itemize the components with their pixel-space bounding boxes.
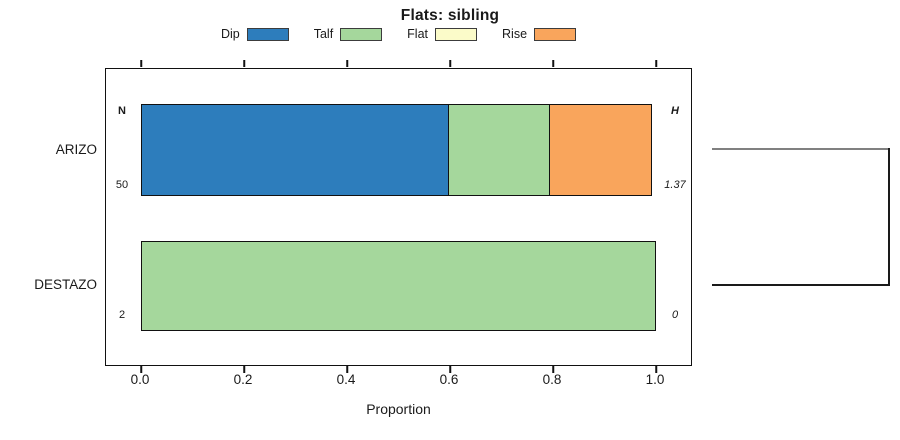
dendrogram-branch-vertical — [888, 148, 890, 286]
x-tick-label: 0.2 — [233, 372, 253, 387]
legend-swatch — [246, 27, 289, 41]
legend-label: Flat — [407, 27, 429, 41]
chart-legend: Dip Talf Flat Rise — [105, 25, 692, 43]
chart-title: Flats: sibling — [400, 7, 500, 24]
dendrogram-branch-bottom — [712, 284, 890, 286]
h-value-arizo: 1.37 — [664, 179, 686, 191]
bar-arizo — [141, 104, 656, 196]
legend-item-rise: Rise — [502, 27, 577, 41]
axis-tick — [243, 60, 245, 67]
axis-tick — [552, 60, 554, 67]
axis-tick — [140, 60, 142, 67]
legend-swatch — [435, 27, 478, 41]
legend-swatch — [534, 27, 577, 41]
n-column-header: N — [118, 105, 126, 117]
segment-talf — [448, 104, 552, 196]
h-value-destazo: 0 — [671, 309, 679, 321]
h-column-header: H — [671, 105, 679, 117]
legend-item-talf: Talf — [313, 27, 383, 41]
axis-tick — [655, 60, 657, 67]
segment-talf — [141, 241, 656, 331]
n-value-arizo: 50 — [115, 179, 129, 191]
legend-item-dip: Dip — [221, 27, 289, 41]
axis-tick — [243, 366, 245, 373]
category-label-arizo: ARIZO — [55, 142, 97, 157]
x-tick-label: 0.8 — [542, 372, 562, 387]
legend-item-flat: Flat — [407, 27, 478, 41]
legend-label: Rise — [502, 27, 528, 41]
segment-dip — [141, 104, 450, 196]
axis-tick — [346, 60, 348, 67]
x-tick-label: 0.0 — [130, 372, 150, 387]
plot-area: N 50 2 H 1.37 0 — [105, 60, 692, 373]
axis-tick — [552, 366, 554, 373]
axis-tick — [655, 366, 657, 373]
legend-swatch — [340, 27, 383, 41]
x-tick-label: 1.0 — [645, 372, 665, 387]
n-value-destazo: 2 — [118, 309, 126, 321]
category-label-destazo: DESTAZO — [34, 277, 97, 292]
legend-label: Dip — [220, 27, 240, 41]
bar-track — [140, 60, 657, 373]
x-tick-label: 0.4 — [336, 372, 356, 387]
axis-tick — [346, 366, 348, 373]
x-axis-title: Proportion — [366, 401, 431, 417]
dendrogram-branch-top — [712, 148, 890, 150]
segment-rise — [549, 104, 653, 196]
axis-tick — [140, 366, 142, 373]
legend-label: Talf — [313, 27, 334, 41]
axis-tick — [449, 60, 451, 67]
bar-destazo — [141, 241, 656, 331]
x-tick-label: 0.6 — [439, 372, 459, 387]
axis-tick — [449, 366, 451, 373]
